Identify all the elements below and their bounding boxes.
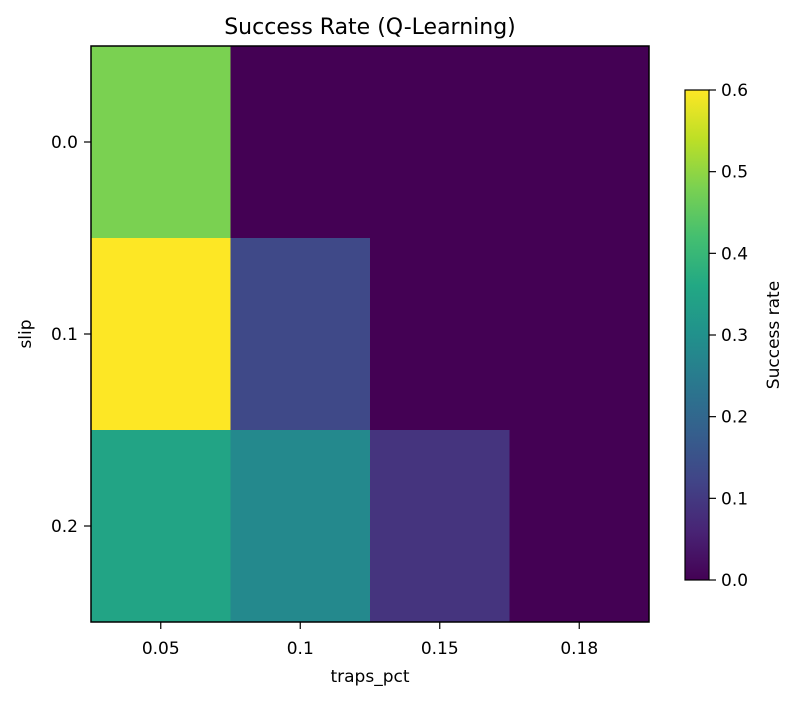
y-tick-label: 0.0	[51, 133, 78, 153]
colorbar-ticks: 0.0 0.1 0.2 0.3 0.4 0.5 0.6	[709, 81, 748, 591]
heatmap-cell	[509, 238, 650, 431]
x-tick-label: 0.15	[421, 639, 459, 659]
heatmap-cell	[370, 46, 510, 239]
heatmap-cell	[91, 238, 231, 431]
x-tick-label: 0.1	[287, 639, 314, 659]
colorbar-tick-label: 0.5	[721, 163, 748, 183]
heatmap-cell	[91, 46, 231, 239]
heatmap-cell	[370, 430, 510, 623]
colorbar-tick-label: 0.2	[721, 408, 748, 428]
x-tick-label: 0.18	[560, 639, 598, 659]
heatmap-cell	[230, 430, 371, 623]
x-axis-label: traps_pct	[330, 667, 409, 687]
heatmap-cell	[91, 430, 231, 623]
colorbar-label: Success rate	[764, 281, 784, 389]
x-axis-ticks: 0.05 0.1 0.15 0.18	[142, 622, 598, 659]
heatmap-cells	[91, 46, 650, 623]
x-tick-label: 0.05	[142, 639, 180, 659]
y-tick-label: 0.1	[51, 325, 78, 345]
heatmap-cell	[230, 238, 371, 431]
colorbar-tick-label: 0.0	[721, 571, 748, 591]
colorbar-tick-label: 0.6	[721, 81, 748, 101]
heatmap-cell	[509, 46, 650, 239]
y-tick-label: 0.2	[51, 517, 78, 537]
colorbar-tick-label: 0.3	[721, 326, 748, 346]
colorbar-tick-label: 0.4	[721, 244, 748, 264]
colorbar	[684, 89, 710, 581]
chart-title: Success Rate (Q-Learning)	[224, 15, 516, 40]
y-axis-label: slip	[16, 319, 36, 348]
colorbar-tick-label: 0.1	[721, 489, 748, 509]
heatmap-cell	[509, 430, 650, 623]
y-axis-ticks: 0.0 0.1 0.2	[51, 133, 91, 537]
heatmap-cell	[370, 238, 510, 431]
heatmap-cell	[230, 46, 371, 239]
